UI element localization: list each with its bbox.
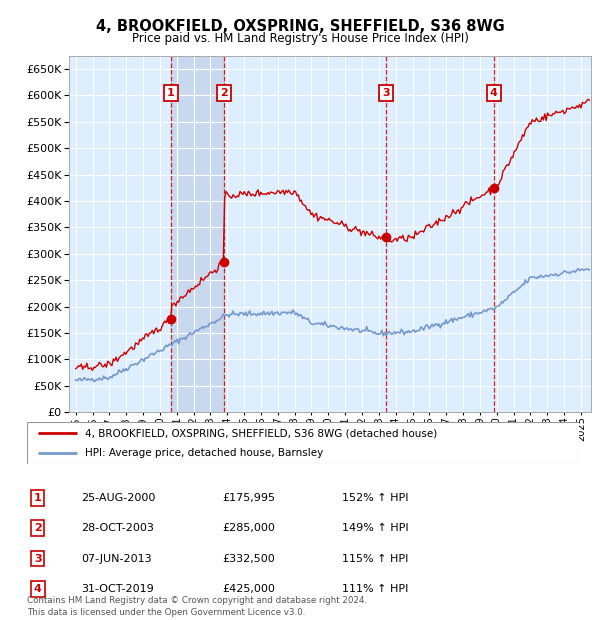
Text: 28-OCT-2003: 28-OCT-2003	[81, 523, 154, 533]
Text: £332,500: £332,500	[222, 554, 275, 564]
Text: 4, BROOKFIELD, OXSPRING, SHEFFIELD, S36 8WG (detached house): 4, BROOKFIELD, OXSPRING, SHEFFIELD, S36 …	[85, 428, 437, 438]
Text: 3: 3	[34, 554, 41, 564]
Text: 149% ↑ HPI: 149% ↑ HPI	[342, 523, 409, 533]
Text: 115% ↑ HPI: 115% ↑ HPI	[342, 554, 409, 564]
Bar	[171, 56, 224, 412]
FancyBboxPatch shape	[27, 422, 579, 464]
Text: 07-JUN-2013: 07-JUN-2013	[81, 554, 152, 564]
Text: £285,000: £285,000	[222, 523, 275, 533]
Text: HPI: Average price, detached house, Barnsley: HPI: Average price, detached house, Barn…	[85, 448, 323, 458]
Text: Contains HM Land Registry data © Crown copyright and database right 2024.
This d: Contains HM Land Registry data © Crown c…	[27, 596, 367, 617]
Text: 25-AUG-2000: 25-AUG-2000	[81, 493, 155, 503]
Text: 1: 1	[167, 88, 175, 98]
Text: £175,995: £175,995	[222, 493, 275, 503]
Text: 3: 3	[382, 88, 390, 98]
Text: 31-OCT-2019: 31-OCT-2019	[81, 584, 154, 594]
Text: 4: 4	[34, 584, 42, 594]
Text: 4, BROOKFIELD, OXSPRING, SHEFFIELD, S36 8WG: 4, BROOKFIELD, OXSPRING, SHEFFIELD, S36 …	[95, 19, 505, 34]
Text: £425,000: £425,000	[222, 584, 275, 594]
Text: 4: 4	[490, 88, 497, 98]
Text: 2: 2	[220, 88, 228, 98]
Text: Price paid vs. HM Land Registry's House Price Index (HPI): Price paid vs. HM Land Registry's House …	[131, 32, 469, 45]
Text: 111% ↑ HPI: 111% ↑ HPI	[342, 584, 409, 594]
Text: 1: 1	[34, 493, 41, 503]
Text: 152% ↑ HPI: 152% ↑ HPI	[342, 493, 409, 503]
Text: 2: 2	[34, 523, 41, 533]
